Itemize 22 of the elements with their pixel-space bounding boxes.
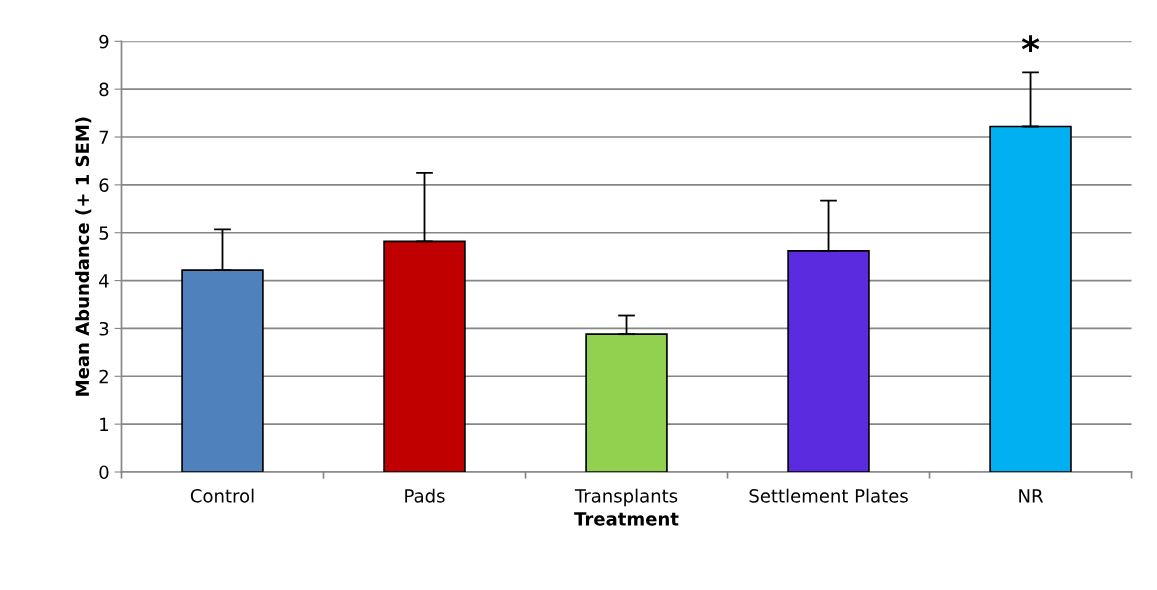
x-tick-label: Control (190, 488, 254, 503)
bar (585, 333, 668, 472)
y-tick-label: 4 (99, 274, 109, 288)
y-tick-label: 5 (99, 226, 109, 240)
x-tick-label: Pads (405, 488, 445, 503)
x-tick-label: NR (1019, 489, 1044, 503)
bar (181, 269, 264, 472)
annotation: * (1021, 35, 1040, 53)
y-tick-label: 0 (99, 465, 109, 480)
y-tick-label: 8 (99, 82, 109, 97)
y-axis-title: Mean Abundance (+ 1 SEM) (75, 117, 92, 396)
y-tick-label: 7 (99, 130, 109, 144)
y-tick-label: 9 (99, 34, 109, 49)
y-tick-label: 1 (100, 417, 109, 431)
x-axis-title: Treatment (574, 512, 679, 526)
y-tick-label: 3 (99, 321, 109, 336)
bar (787, 250, 870, 472)
x-tick-label: Settlement Plates (749, 488, 908, 503)
x-tick-label: Transplants (574, 488, 678, 507)
bar (383, 240, 466, 472)
y-tick-label: 6 (99, 178, 109, 192)
y-tick-label: 2 (99, 369, 108, 384)
